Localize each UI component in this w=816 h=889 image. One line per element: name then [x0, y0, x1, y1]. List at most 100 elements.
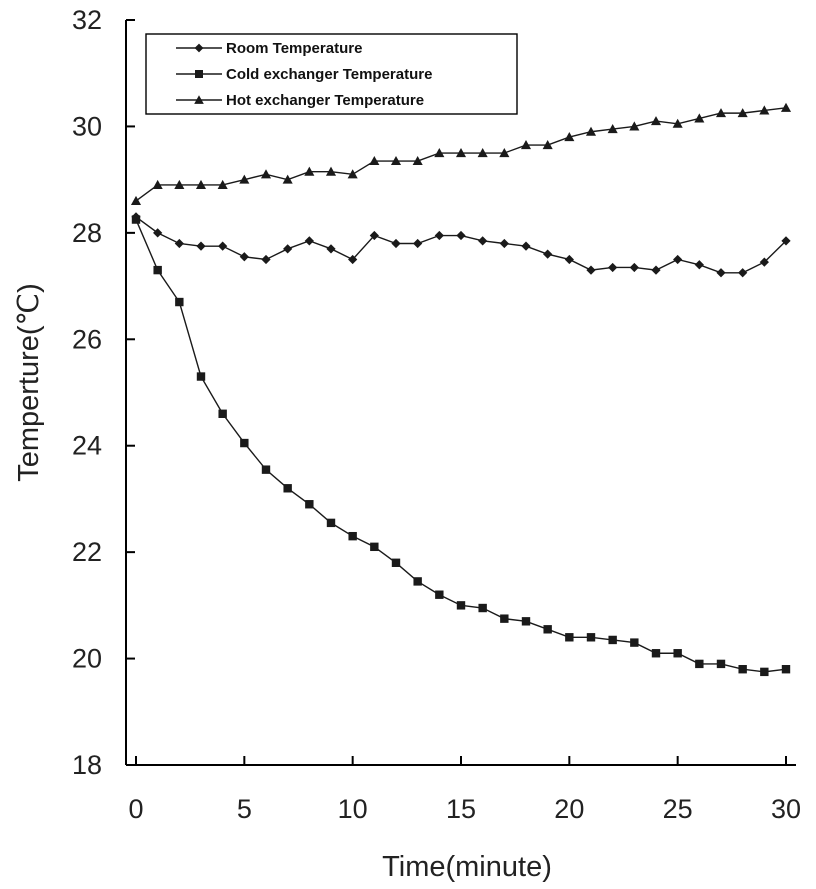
data-point	[478, 236, 488, 246]
x-tick-label: 10	[338, 794, 368, 824]
data-point	[130, 195, 142, 205]
data-point	[283, 244, 293, 254]
x-tick-label: 0	[128, 794, 143, 824]
x-tick-label: 5	[237, 794, 252, 824]
data-point	[629, 121, 640, 131]
data-point	[542, 140, 553, 150]
data-point	[521, 617, 531, 626]
data-point	[629, 262, 639, 273]
data-point	[261, 465, 271, 474]
data-point	[304, 236, 314, 246]
data-point	[500, 614, 509, 623]
data-point	[543, 625, 552, 634]
data-point	[434, 230, 444, 241]
y-axis-title: Temperture(℃)	[13, 283, 45, 482]
legend-label: Hot exchanger Temperature	[226, 92, 424, 109]
data-point	[716, 268, 726, 278]
data-point	[607, 124, 618, 134]
data-point	[239, 174, 250, 184]
data-point	[585, 126, 597, 136]
data-point	[195, 179, 207, 189]
x-tick-label: 25	[663, 794, 693, 824]
data-point	[326, 518, 336, 528]
data-point	[478, 603, 487, 613]
data-point	[348, 254, 358, 265]
data-point	[565, 633, 574, 642]
data-point	[326, 244, 336, 254]
y-tick-label: 22	[72, 537, 102, 567]
data-point	[370, 542, 379, 552]
legend-marker	[194, 43, 204, 53]
data-point	[586, 633, 596, 642]
data-point	[305, 500, 314, 509]
data-point	[131, 215, 141, 224]
data-point	[564, 254, 574, 265]
y-tick-label: 18	[72, 750, 102, 780]
data-point	[217, 179, 228, 189]
data-point	[282, 174, 293, 184]
data-point	[521, 241, 531, 251]
data-point	[608, 262, 618, 273]
x-tick-label: 30	[771, 794, 801, 824]
data-point	[694, 260, 704, 270]
series-line	[135, 216, 787, 274]
data-point	[499, 147, 510, 158]
data-point	[348, 531, 357, 541]
data-point	[520, 140, 532, 150]
data-point	[630, 638, 639, 647]
data-point	[673, 649, 682, 658]
series-1	[131, 215, 791, 677]
series-2	[130, 102, 792, 205]
data-point	[412, 155, 423, 166]
data-point	[477, 147, 488, 158]
data-point	[391, 558, 401, 567]
x-tick-label: 20	[554, 794, 584, 824]
y-tick-label: 24	[72, 431, 102, 461]
data-point	[543, 249, 553, 259]
data-point	[694, 113, 705, 123]
x-axis-title: Time(minute)	[382, 851, 552, 883]
data-point	[196, 241, 206, 251]
y-ticks: 18 20 22 24 26 28 30 32	[72, 5, 135, 780]
data-point	[153, 265, 162, 275]
data-point	[174, 238, 184, 249]
data-point	[651, 265, 661, 275]
data-point	[673, 254, 683, 265]
data-point	[369, 155, 380, 166]
data-point	[715, 108, 727, 118]
data-point	[695, 659, 704, 669]
data-point	[499, 238, 509, 249]
data-point	[218, 409, 227, 418]
legend: Room Temperature Cold exchanger Temperatu…	[145, 33, 518, 115]
data-point	[261, 254, 271, 265]
data-point	[240, 438, 249, 448]
data-point	[781, 665, 791, 674]
data-point	[650, 116, 662, 126]
data-point	[564, 132, 575, 142]
data-point	[196, 372, 206, 381]
y-tick-label: 32	[72, 5, 102, 35]
data-point	[651, 649, 661, 658]
data-point	[608, 635, 617, 645]
data-point	[152, 179, 163, 189]
data-point	[369, 230, 379, 241]
data-point	[239, 252, 249, 262]
x-ticks: 0 5 10 15 20 25 30	[128, 756, 801, 824]
y-tick-label: 30	[72, 111, 102, 141]
data-point	[304, 166, 315, 176]
legend-marker	[194, 95, 204, 104]
data-point	[455, 147, 467, 158]
data-point	[413, 577, 422, 586]
y-tick-label: 28	[72, 218, 102, 248]
data-point	[283, 484, 292, 493]
y-tick-label: 26	[72, 324, 102, 354]
data-point	[672, 118, 683, 128]
data-point	[759, 105, 770, 115]
data-point	[760, 667, 769, 677]
data-point	[434, 147, 445, 158]
data-point	[413, 238, 423, 249]
data-point	[759, 257, 769, 267]
legend-label: Cold exchanger Temperature	[226, 66, 432, 83]
series-layer	[130, 102, 792, 677]
